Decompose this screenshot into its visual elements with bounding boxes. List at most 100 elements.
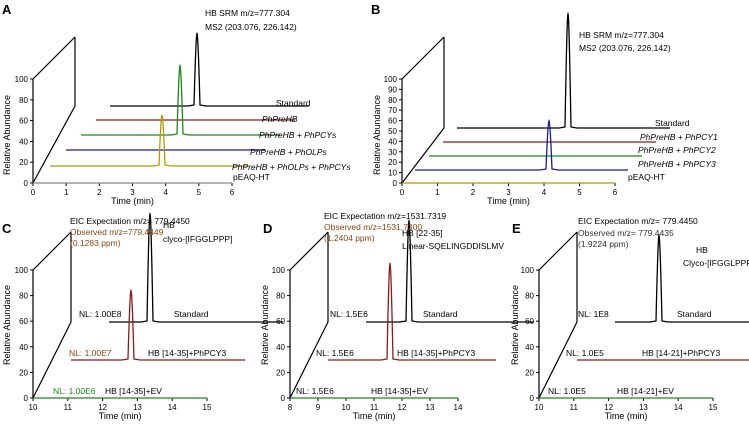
panel-e-x-tick-label: 14 bbox=[674, 403, 683, 412]
panel-b-x-tick-label: 6 bbox=[613, 188, 618, 197]
panel-e-depth-axis-top bbox=[538, 231, 578, 271]
panel-d-x-tick-label: 10 bbox=[342, 403, 351, 412]
panel-a-x-tick-label: 0 bbox=[31, 188, 36, 197]
panel-d-observed-ppm: (1.2404 ppm) bbox=[324, 233, 375, 243]
panel-a-letter: A bbox=[2, 2, 12, 17]
panel-d-y-tick-label: 40 bbox=[276, 343, 285, 352]
panel-e-depth-axis-bottom bbox=[538, 321, 578, 399]
panel-e-trace-0 bbox=[615, 234, 749, 323]
panel-a-depth-axis-bottom bbox=[32, 105, 76, 184]
panel-d-nl-label-0: NL: 1.5E6 bbox=[330, 309, 368, 319]
panel-b-y-tick-label: 60 bbox=[388, 117, 397, 126]
panel-b-y-tick-label: 40 bbox=[388, 137, 397, 146]
panel-e-y-tick-label: 100 bbox=[521, 266, 535, 275]
panel-d-x-label: Time (min) bbox=[353, 411, 396, 421]
panel-a-x-tick-label: 4 bbox=[163, 188, 168, 197]
panel-a-series-label-1: PhPreHB bbox=[262, 114, 298, 124]
panel-d-x-tick-label: 13 bbox=[426, 403, 435, 412]
panel-e-observed-mz: Observed m/z= 779.4435 bbox=[578, 228, 674, 238]
panel-a-y-tick-label: 20 bbox=[19, 158, 28, 167]
panel-d-letter: D bbox=[263, 221, 272, 236]
panel-d-x-tick-label: 14 bbox=[454, 403, 463, 412]
panel-b-x-tick-label: 1 bbox=[435, 188, 440, 197]
panel-a-trace-0 bbox=[110, 32, 309, 107]
panel-c-nl-label-1: NL: 1.00E7 bbox=[69, 348, 112, 358]
panel-c-trace-0 bbox=[109, 212, 283, 323]
panel-b-y-tick-label: 0 bbox=[393, 179, 398, 188]
panel-c-x-tick-label: 11 bbox=[64, 403, 73, 412]
panel-a-y-tick-label: 40 bbox=[19, 137, 28, 146]
panel-c-x-tick-label: 15 bbox=[203, 403, 212, 412]
panel-e-y-tick-label: 60 bbox=[525, 317, 534, 326]
panel-a-x-tick-label: 1 bbox=[64, 188, 69, 197]
panel-d-peak-annotation-1: HB [22-35] bbox=[402, 228, 443, 238]
panel-b-series-label-3: PhPreHB + PhPCY3 bbox=[638, 159, 716, 169]
panel-c-observed-ppm: (0.1283 ppm) bbox=[70, 238, 121, 248]
panel-d-y-tick-label: 60 bbox=[276, 317, 285, 326]
panel-d-depth-axis-top bbox=[289, 231, 329, 271]
panel-e-x-tick-label: 11 bbox=[570, 403, 579, 412]
panel-b-y-tick-label: 90 bbox=[388, 85, 397, 94]
panel-b-y-label: Relative Abundance bbox=[372, 95, 382, 175]
panel-a-depth-axis-top bbox=[32, 36, 76, 80]
panel-d-nl-label-1: NL: 1.5E6 bbox=[316, 348, 354, 358]
panel-a-peak-annotation-2: MS2 (203.076, 226.142) bbox=[205, 22, 297, 32]
panel-a-trace-2 bbox=[81, 64, 280, 136]
panel-d-trace-0 bbox=[366, 219, 534, 323]
panel-d-observed-mz: Observed m/z=1531.7300 bbox=[324, 222, 422, 232]
panel-b-y-tick-label: 20 bbox=[388, 158, 397, 167]
panel-c-x-label: Time (min) bbox=[99, 411, 142, 421]
panel-e-y-tick-label: 0 bbox=[530, 394, 535, 403]
panel-b-series-label-4: pEAQ-HT bbox=[628, 172, 665, 182]
panel-a-x-tick-label: 5 bbox=[197, 188, 202, 197]
panel-e-series-label-2: HB [14-21]+EV bbox=[617, 386, 674, 396]
panel-c-y-tick-label: 0 bbox=[24, 394, 29, 403]
panel-d-y-tick-label: 20 bbox=[276, 368, 285, 377]
panel-e-y-tick-label: 20 bbox=[525, 368, 534, 377]
panel-b-x-label: Time (min) bbox=[487, 196, 530, 206]
panel-a-y-tick-label: 0 bbox=[24, 179, 29, 188]
panel-c-nl-label-2: NL: 1.00E6 bbox=[53, 386, 96, 396]
panel-d-nl-label-2: NL: 1.5E6 bbox=[296, 386, 334, 396]
panel-c-y-label: Relative Abundance bbox=[2, 285, 12, 365]
panel-e-y-tick-label: 40 bbox=[525, 343, 534, 352]
panel-a-series-label-3: PhPreHB + PhOLPs bbox=[250, 147, 328, 157]
panel-b-y-tick-label: 30 bbox=[388, 148, 397, 157]
panel-c-depth-axis-bottom bbox=[32, 321, 72, 399]
panel-e-series-label-0: Standard bbox=[677, 309, 712, 319]
panel-d-y-tick-label: 100 bbox=[272, 266, 286, 275]
panel-c-peak-annotation-1: HB bbox=[163, 220, 175, 230]
panel-d-series-label-2: HB [14-35]+EV bbox=[371, 386, 428, 396]
panel-c-nl-label-0: NL: 1.00E8 bbox=[79, 309, 122, 319]
panel-a-y-tick-label: 80 bbox=[19, 96, 28, 105]
panel-e-x-tick-label: 12 bbox=[604, 403, 613, 412]
panel-b-y-tick-label: 80 bbox=[388, 96, 397, 105]
panel-c-peak-annotation-2: clyco-[IFGGLPPP] bbox=[163, 234, 232, 244]
panel-d-y-tick-label: 80 bbox=[276, 292, 285, 301]
panel-d-series-label-1: HB [14-35]+PhPCY3 bbox=[397, 348, 475, 358]
panel-c-y-tick-label: 20 bbox=[19, 368, 28, 377]
panel-d-y-label: Relative Abundance bbox=[260, 285, 270, 365]
panel-e-peak-annotation-1: HB bbox=[696, 245, 708, 255]
panel-c-y-tick-label: 100 bbox=[15, 266, 29, 275]
panel-b-letter: B bbox=[371, 2, 380, 17]
panel-e-x-tick-label: 10 bbox=[535, 403, 544, 412]
panel-c-x-tick-label: 14 bbox=[168, 403, 177, 412]
panel-c-depth-axis-top bbox=[32, 231, 72, 271]
panel-c-series-label-0: Standard bbox=[174, 309, 209, 319]
panel-e-nl-label-1: NL: 1.0E5 bbox=[566, 348, 604, 358]
panel-e-letter: E bbox=[512, 221, 521, 236]
panel-e-x-tick-label: 13 bbox=[639, 403, 648, 412]
panel-e-peak-annotation-2: Clyco-[IFGGLPPP] bbox=[683, 258, 749, 268]
panel-d-y-tick-label: 0 bbox=[281, 394, 286, 403]
panel-e-nl-label-0: NL: 1E8 bbox=[578, 309, 609, 319]
panel-e-y-label: Relative Abundance bbox=[510, 285, 520, 365]
panel-a-series-label-2: PhPreHB + PhPCYs bbox=[259, 130, 337, 140]
panel-b-depth-axis-top bbox=[401, 36, 445, 80]
panel-e-nl-label-2: NL: 1.0E5 bbox=[548, 386, 586, 396]
panel-b-x-tick-label: 2 bbox=[471, 188, 476, 197]
panel-c-y-tick-label: 80 bbox=[19, 292, 28, 301]
panel-b-series-label-1: PhPreHB + PhPCY1 bbox=[640, 132, 718, 142]
panel-a-trace-4 bbox=[50, 114, 249, 167]
